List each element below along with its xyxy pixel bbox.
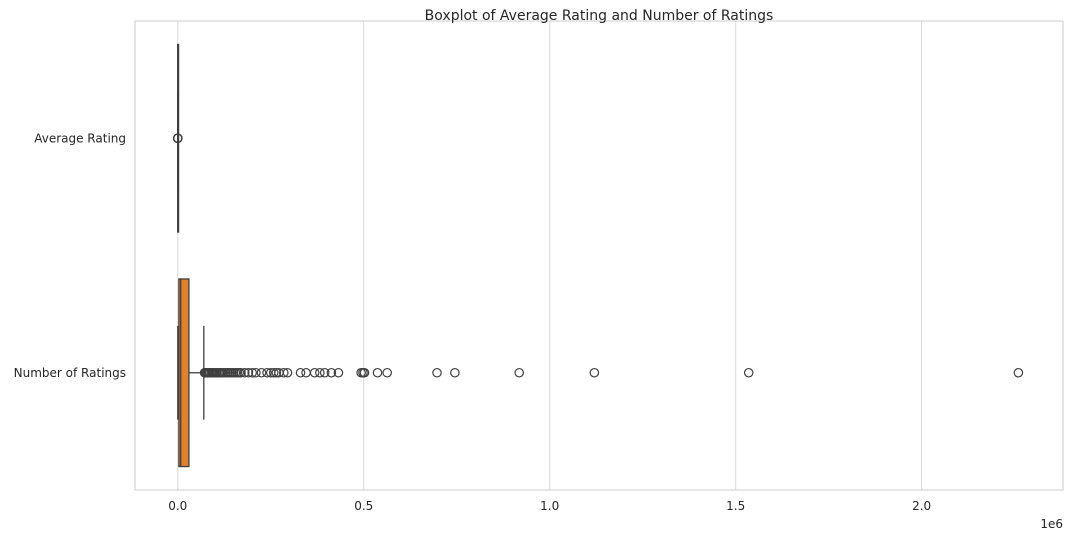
- outlier-point: [432, 367, 442, 378]
- offset-text: 1e6: [1040, 517, 1063, 531]
- outlier-point: [359, 367, 370, 378]
- x-tick-labels: 0.0 0.5 1.0 1.5 2.0: [168, 499, 931, 513]
- x-tick-label: 0.0: [168, 499, 187, 513]
- outlier-point: [309, 367, 320, 378]
- y-tick-labels: Average Rating Number of Ratings: [14, 131, 126, 380]
- grid-lines: [177, 21, 923, 490]
- outlier-point: [295, 367, 306, 378]
- outlier-point: [278, 367, 289, 378]
- y-tick-label: Number of Ratings: [14, 366, 126, 380]
- outlier-point: [172, 133, 183, 144]
- box-iqr: [178, 278, 190, 468]
- outlier-point: [239, 367, 250, 378]
- x-tick-label: 2.0: [912, 499, 931, 513]
- outlier-point: [333, 367, 344, 378]
- x-tick-label: 1.0: [540, 499, 559, 513]
- outlier-point: [262, 367, 272, 378]
- outlier-point: [372, 367, 383, 378]
- x-tick-label: 1.5: [726, 499, 745, 513]
- chart-title: Boxplot of Average Rating and Number of …: [425, 8, 774, 24]
- outlier-point: [282, 367, 293, 378]
- outlier-point: [247, 367, 257, 378]
- x-tick-label: 0.5: [354, 499, 373, 513]
- outlier-point: [243, 367, 254, 378]
- outlier-point: [326, 367, 337, 378]
- outlier-point: [743, 367, 754, 378]
- outlier-point: [450, 367, 460, 378]
- box-average-rating: [172, 43, 183, 233]
- y-tick-label: Average Rating: [34, 131, 126, 145]
- box-number-of-ratings: [177, 278, 1024, 468]
- outlier-point: [301, 367, 311, 378]
- plot-frame: [134, 20, 1064, 491]
- outlier-point: [514, 367, 525, 378]
- outlier-point: [315, 367, 325, 378]
- outlier-point: [1013, 367, 1024, 378]
- outlier-point: [271, 367, 282, 378]
- outlier-point: [236, 367, 246, 378]
- outlier-point: [319, 367, 330, 378]
- outlier-point: [256, 367, 267, 378]
- outlier-point: [268, 367, 279, 378]
- outlier-point: [589, 367, 600, 378]
- boxes: [172, 43, 1024, 468]
- outlier-point: [382, 367, 392, 378]
- outlier-point: [251, 367, 261, 378]
